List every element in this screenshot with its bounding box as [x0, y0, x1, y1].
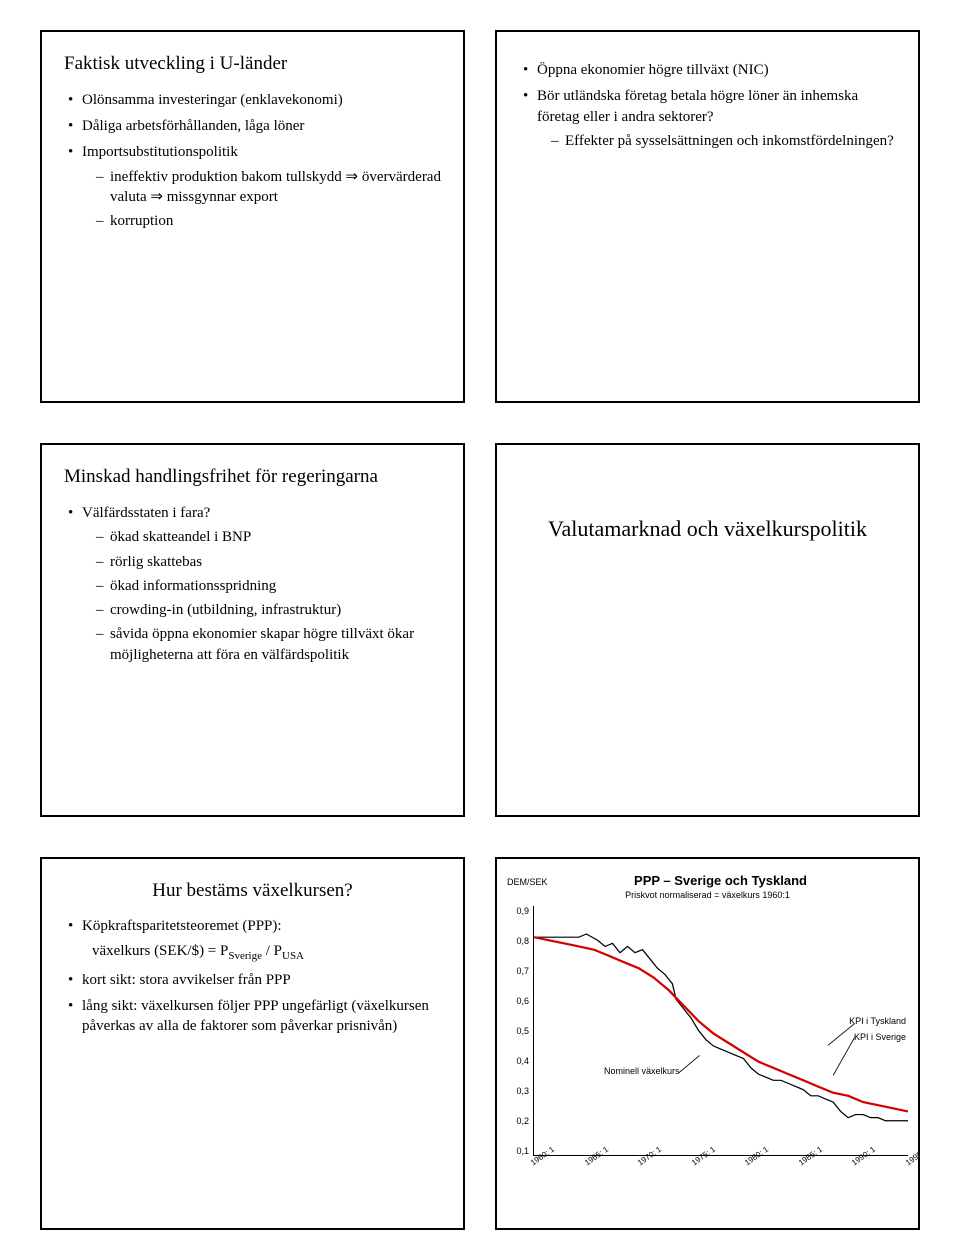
chart-x-axis: 1960: 1 1965: 1 1970: 1 1975: 1 1980: 1 1985:…: [507, 1160, 908, 1169]
chart-annotation-kpi-se: KPI i Sverige: [854, 1032, 906, 1042]
slide-5-title: Hur bestäms växelkursen?: [64, 879, 441, 903]
chart-y-axis: 0,9 0,8 0,7 0,6 0,5 0,4 0,3 0,2 0,1: [507, 906, 533, 1156]
y-tick-label: 0,6: [507, 996, 529, 1006]
slide-2-sub: Effekter på sysselsättningen och inkomst…: [551, 131, 896, 151]
chart-plot: Nominell växelkurs KPI i Tyskland KPI i …: [533, 906, 908, 1156]
slide-5: Hur bestäms växelkursen? Köpkraftsparite…: [40, 857, 465, 1230]
slide-5-bullet: lång sikt: växelkursen följer PPP ungefä…: [68, 996, 441, 1037]
chart-title: PPP – Sverige och Tyskland: [533, 873, 908, 888]
y-tick-label: 0,2: [507, 1116, 529, 1126]
slide-3-sub: såvida öppna ekonomier skapar högre till…: [96, 624, 441, 665]
slide-1-sub: ineffektiv produktion bakom tullskydd ⇒ …: [96, 167, 441, 208]
y-tick-label: 0,1: [507, 1146, 529, 1156]
slide-3-sub: crowding-in (utbildning, infrastruktur): [96, 600, 441, 620]
slide-1-title: Faktisk utveckling i U-länder: [64, 52, 441, 76]
chart-series-line: [534, 934, 908, 1121]
slide-1-bullet: Olönsamma investeringar (enklavekonomi): [68, 90, 441, 110]
y-tick-label: 0,8: [507, 936, 529, 946]
x-tick-label: 1990: 1: [850, 1160, 855, 1167]
y-tick-label: 0,4: [507, 1056, 529, 1066]
slide-3-sub: ökad skatteandel i BNP: [96, 527, 441, 547]
chart-subtitle: Priskvot normaliserad = växelkurs 1960:1: [507, 890, 908, 900]
y-tick-label: 0,7: [507, 966, 529, 976]
bullet-text: Välfärdsstaten i fara?: [82, 505, 210, 521]
y-tick-label: 0,9: [507, 906, 529, 916]
chart-annotation-kpi-de: KPI i Tyskland: [849, 1016, 906, 1026]
y-tick-label: 0,5: [507, 1026, 529, 1036]
x-tick-label: 1980: 1: [743, 1160, 748, 1167]
slide-4-title: Valutamarknad och växelkurspolitik: [519, 515, 896, 543]
slide-3-sub: rörlig skattebas: [96, 552, 441, 572]
slide-2-bullet: Bör utländska företag betala högre löner…: [523, 86, 896, 151]
slide-3-title: Minskad handlingsfrihet för regeringarna: [64, 465, 441, 489]
slide-4: Valutamarknad och växelkurspolitik: [495, 443, 920, 816]
slide-3-sub: ökad informationsspridning: [96, 576, 441, 596]
bullet-text: Bör utländska företag betala högre löner…: [537, 88, 858, 124]
slide-3-bullet: Välfärdsstaten i fara? ökad skatteandel …: [68, 503, 441, 665]
x-tick-label: 1960: 1: [529, 1160, 534, 1167]
slide-2-bullet: Öppna ekonomier högre tillväxt (NIC): [523, 60, 896, 80]
formula-sub: Sverige: [228, 950, 262, 962]
slide-6-chart: DEM/SEK PPP – Sverige och Tyskland Prisk…: [495, 857, 920, 1230]
formula-lhs: växelkurs (SEK/$) = P: [92, 943, 228, 959]
slide-5-bullet: kort sikt: stora avvikelser från PPP: [68, 970, 441, 990]
slide-grid: Faktisk utveckling i U-länder Olönsamma …: [40, 30, 920, 1230]
slide-1-bullet: Importsubstitutionspolitik ineffektiv pr…: [68, 142, 441, 231]
formula-mid: / P: [262, 943, 282, 959]
bullet-text: Importsubstitutionspolitik: [82, 144, 238, 160]
slide-1-bullet: Dåliga arbetsförhållanden, låga löner: [68, 116, 441, 136]
chart-svg: [534, 906, 908, 1155]
chart-annotation-nominal: Nominell växelkurs: [604, 1066, 680, 1076]
ppp-formula: växelkurs (SEK/$) = PSverige / PUSA: [64, 943, 441, 962]
x-tick-label: 1985: 1: [797, 1160, 802, 1167]
y-tick-label: 0,3: [507, 1086, 529, 1096]
slide-2: Öppna ekonomier högre tillväxt (NIC) Bör…: [495, 30, 920, 403]
formula-sub: USA: [282, 950, 304, 962]
x-tick-label: 1995: 1: [904, 1160, 909, 1167]
slide-3: Minskad handlingsfrihet för regeringarna…: [40, 443, 465, 816]
chart-plot-area: 0,9 0,8 0,7 0,6 0,5 0,4 0,3 0,2 0,1 Nominell väx…: [507, 906, 908, 1156]
x-tick-label: 1975: 1: [690, 1160, 695, 1167]
slide-1-sub: korruption: [96, 211, 441, 231]
x-tick-label: 1965: 1: [583, 1160, 588, 1167]
x-tick-label: 1970: 1: [636, 1160, 641, 1167]
slide-5-bullet: Köpkraftsparitetsteoremet (PPP):: [68, 916, 441, 936]
slide-1: Faktisk utveckling i U-länder Olönsamma …: [40, 30, 465, 403]
